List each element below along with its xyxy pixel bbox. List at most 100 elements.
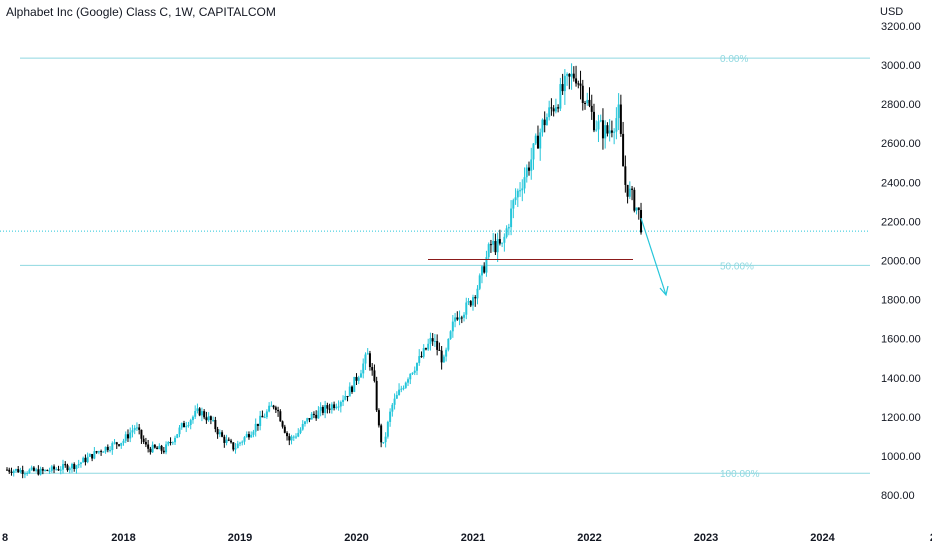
candle-body <box>615 118 618 132</box>
y-tick-label: 800.00 <box>881 490 915 502</box>
candle-body <box>626 184 629 197</box>
x-tick-label: 2021 <box>461 532 485 544</box>
candle-body <box>554 107 557 112</box>
candle-body <box>131 430 134 433</box>
candle-body <box>299 429 302 433</box>
candle-body <box>59 469 62 471</box>
candle-body <box>50 466 53 471</box>
y-axis[interactable]: USD 3200.00 3000.00 2800.00 2600.00 2400.00 2… <box>880 6 921 502</box>
candle-body <box>326 405 329 409</box>
candle-body <box>62 464 65 470</box>
candle-body <box>510 208 513 228</box>
candle-body <box>485 257 488 273</box>
y-tick-label: 1400.00 <box>881 373 921 385</box>
candle-body <box>254 423 257 432</box>
candle-body <box>400 388 403 390</box>
fib-retracement[interactable]: 0.00% 50.00% 100.00% <box>20 54 870 480</box>
candle-body <box>610 130 613 133</box>
candle-body <box>102 451 105 453</box>
candle-body <box>185 426 188 428</box>
candle-body <box>528 167 531 171</box>
candle-body <box>373 370 376 381</box>
candle-body <box>216 429 219 435</box>
candle-body <box>104 446 107 452</box>
candle-body <box>460 317 463 319</box>
candle-body <box>353 376 356 392</box>
candle-body <box>474 297 477 299</box>
candle-body <box>234 448 237 450</box>
candle-body <box>75 465 78 469</box>
candle-body <box>227 439 230 441</box>
y-tick-label: 3000.00 <box>881 60 921 72</box>
candle-body <box>142 438 145 442</box>
candle-body <box>438 349 441 351</box>
candle-body <box>252 431 255 435</box>
candle-body <box>433 341 436 343</box>
candle-body <box>418 356 421 363</box>
candle-body <box>404 382 407 388</box>
candle-body <box>178 427 181 435</box>
candle-body <box>135 427 138 429</box>
candle-body <box>424 348 427 350</box>
candle-body <box>160 445 163 451</box>
candle-body <box>330 404 333 410</box>
candle-body <box>223 436 226 443</box>
candle-body <box>37 469 40 475</box>
candle-body <box>581 85 584 103</box>
candle-body <box>297 432 300 437</box>
x-axis[interactable]: 8 2018 2019 2020 2021 2022 2023 2024 202 <box>2 532 932 544</box>
candle-body <box>389 411 392 422</box>
chart-title: Alphabet Inc (Google) Class C, 1W, CAPIT… <box>6 5 276 19</box>
y-tick-label: 1200.00 <box>881 412 921 424</box>
candle-body <box>577 83 580 85</box>
candle-body <box>328 408 331 410</box>
candle-body <box>129 432 132 439</box>
candle-body <box>480 266 483 276</box>
x-tick-label: 2019 <box>228 532 252 544</box>
y-tick-label: 2600.00 <box>881 138 921 150</box>
candle-body <box>398 389 401 395</box>
candle-body <box>631 188 634 190</box>
candle-body <box>617 104 620 119</box>
candle-body <box>169 441 172 443</box>
candle-body <box>337 406 340 408</box>
candle-body <box>93 451 96 459</box>
candle-body <box>552 108 555 112</box>
candle-body <box>290 436 293 441</box>
candle-body <box>236 443 239 449</box>
candle-body <box>26 473 29 475</box>
candle-body <box>440 350 443 363</box>
candle-body <box>541 119 544 133</box>
candle-body <box>272 405 275 408</box>
candle-body <box>548 107 551 118</box>
drawings[interactable] <box>428 217 669 297</box>
candle-body <box>32 467 35 471</box>
candle-body <box>422 348 425 357</box>
candle-body <box>153 444 156 448</box>
candle-body <box>501 242 504 244</box>
candle-body <box>579 83 582 86</box>
candle-body <box>245 434 248 438</box>
candle-body <box>218 432 221 435</box>
candle-body <box>144 441 147 445</box>
candle-body <box>366 353 369 355</box>
candle-body <box>180 423 183 428</box>
candle-body <box>6 469 8 471</box>
candle-body <box>525 167 528 178</box>
candle-body <box>364 354 367 364</box>
candle-body <box>21 469 24 474</box>
candle-body <box>458 317 461 320</box>
candle-body <box>88 454 91 457</box>
x-tick-label: 2023 <box>694 532 718 544</box>
candle-body <box>214 419 217 430</box>
candle-body <box>382 442 385 444</box>
candle-body <box>492 241 495 245</box>
candle-body <box>115 442 118 445</box>
candle-body <box>411 372 414 374</box>
candle-body <box>277 409 280 412</box>
candle-body <box>12 470 15 473</box>
candle-body <box>431 338 434 342</box>
candle-body <box>126 434 129 439</box>
